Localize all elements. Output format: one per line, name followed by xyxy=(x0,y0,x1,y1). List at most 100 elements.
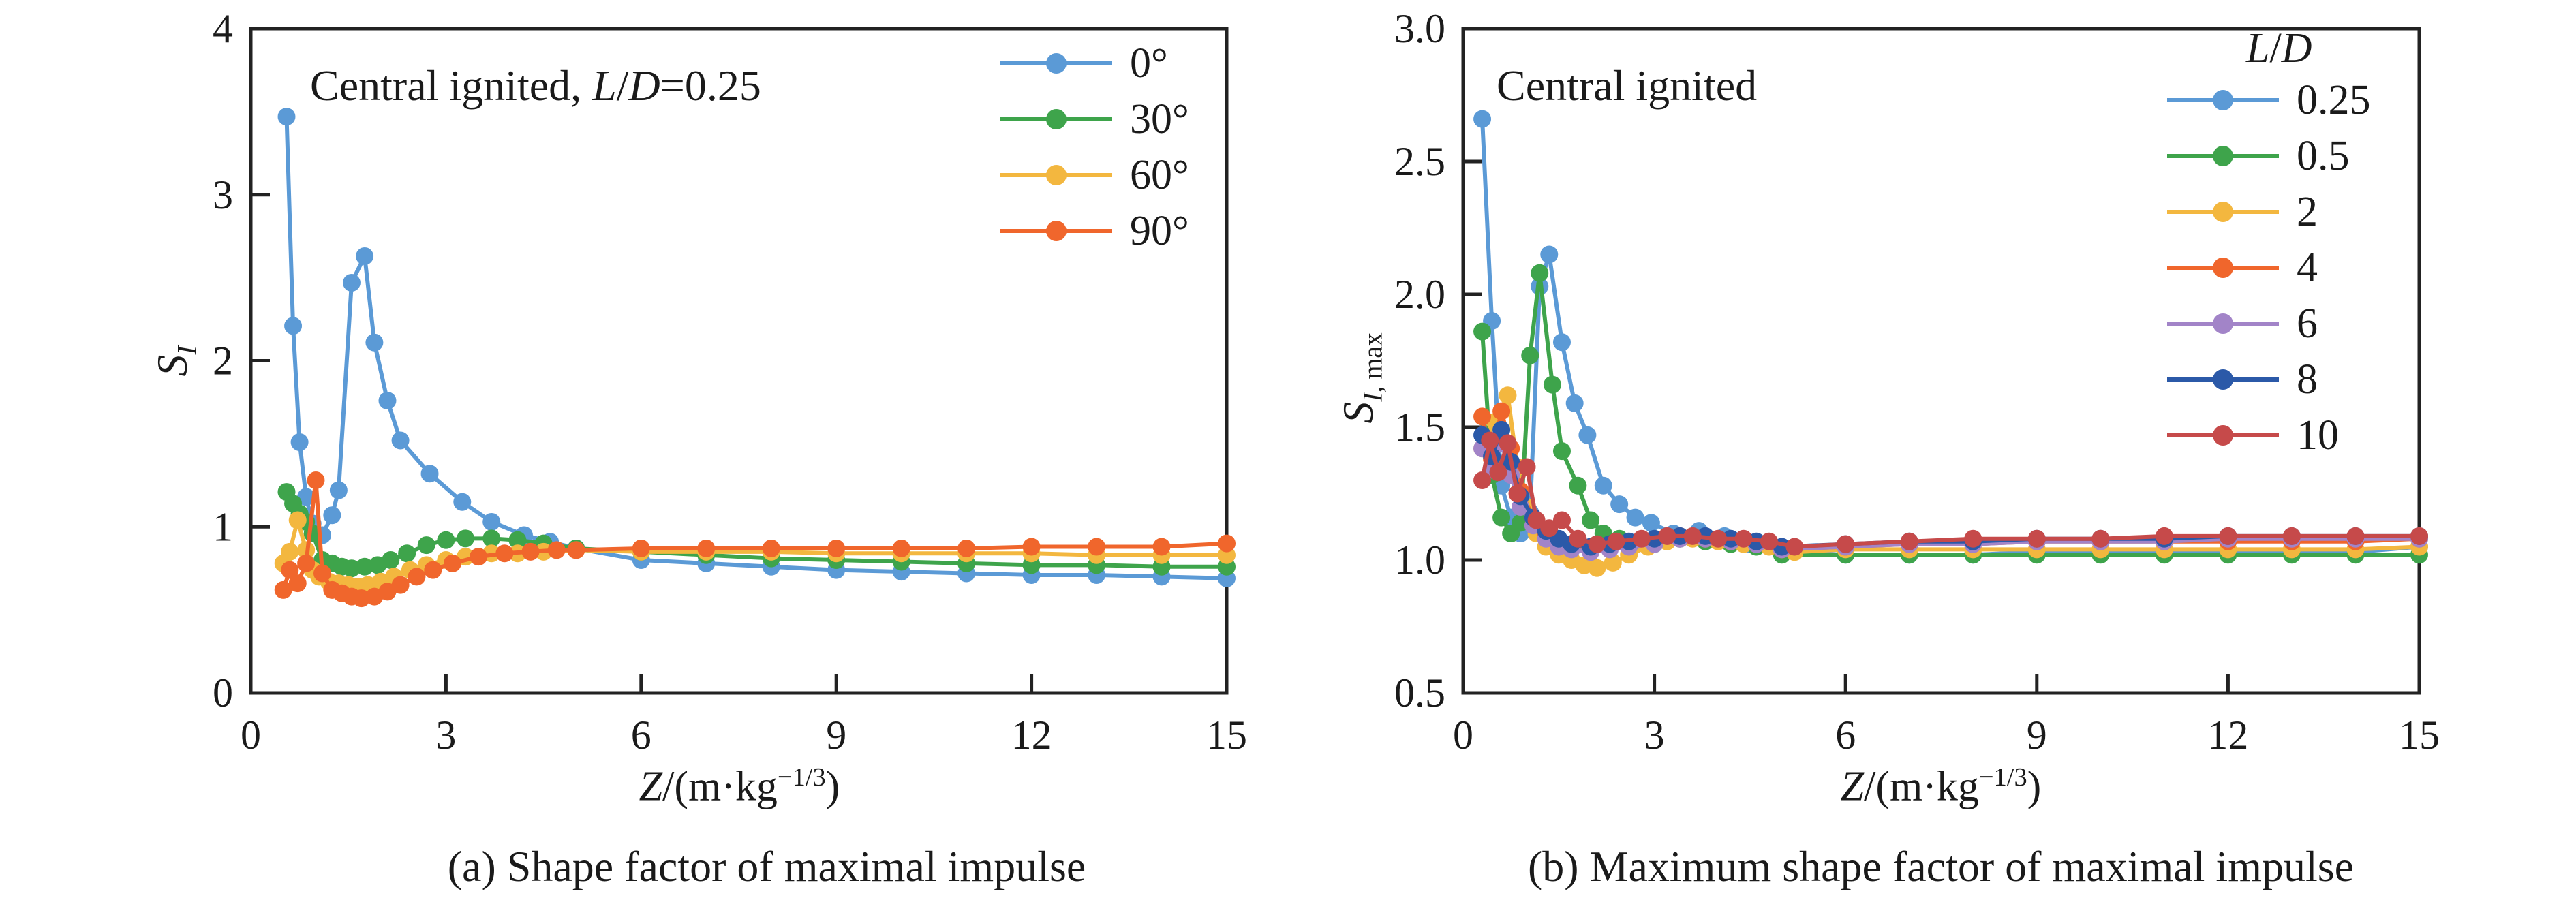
text-part: Central ignited xyxy=(1497,61,1758,110)
legend-line-swatch xyxy=(1000,165,1112,185)
panel-b-series-10 xyxy=(1473,431,2428,556)
data-point xyxy=(1152,538,1171,556)
legend-label: 0° xyxy=(1130,40,1168,87)
legend-item-2: 2 xyxy=(2167,184,2371,240)
data-point xyxy=(495,544,514,563)
text-part: /(m·kg xyxy=(662,763,778,810)
y-tick-label: 2.5 xyxy=(1394,139,1445,184)
data-point xyxy=(352,589,371,608)
data-point xyxy=(567,541,585,559)
panel-a-x-axis: 0 3 6 9 12 15 xyxy=(241,674,1247,758)
data-point xyxy=(2219,527,2237,545)
data-point xyxy=(1492,420,1511,439)
text-part: S xyxy=(147,354,196,377)
data-point xyxy=(420,465,439,483)
data-point xyxy=(470,548,488,566)
x-tick-label: 3 xyxy=(435,713,456,758)
legend-label: 8 xyxy=(2297,356,2318,403)
data-point xyxy=(1473,407,1492,426)
data-point xyxy=(2155,527,2173,545)
legend-item-10: 10 xyxy=(2167,407,2371,463)
x-tick-label: 6 xyxy=(631,713,651,758)
data-point xyxy=(1565,394,1584,412)
legend-line-swatch xyxy=(1000,221,1112,241)
data-point xyxy=(297,554,316,572)
data-point xyxy=(356,557,374,576)
text-part: I xyxy=(172,345,202,355)
data-point xyxy=(378,583,397,601)
data-point xyxy=(342,273,361,292)
legend-label: 60° xyxy=(1130,151,1189,198)
text-part: ) xyxy=(825,763,840,810)
text-part: Z xyxy=(639,763,663,810)
data-point xyxy=(1473,322,1492,341)
panel-b-legend: L / D 0.25 0.5 2 4 6 8 10 xyxy=(2167,25,2371,463)
legend-marker-dot xyxy=(2213,202,2233,222)
y-tick-label: 3 xyxy=(213,172,233,217)
data-point xyxy=(1610,495,1629,514)
legend-line-swatch xyxy=(2167,258,2279,278)
data-point xyxy=(1588,535,1606,553)
data-point xyxy=(762,539,780,557)
data-point xyxy=(288,574,307,593)
data-point xyxy=(1632,529,1651,548)
legend-label: 30° xyxy=(1130,95,1189,142)
data-point xyxy=(277,108,296,126)
data-point xyxy=(323,506,341,525)
text-part: D xyxy=(2281,25,2312,72)
y-tick-label: 2.0 xyxy=(1394,272,1445,317)
panel-a-series-90° xyxy=(274,471,1236,608)
data-point xyxy=(1900,532,1918,550)
legend-line-swatch xyxy=(2167,313,2279,334)
text-part: D xyxy=(628,61,660,110)
legend-marker-dot xyxy=(2213,90,2233,110)
panel-b: 0 3 6 9 12 15 0.5 1.0 1.5 2.0 2.5 3.0 xyxy=(1394,6,2440,758)
data-point xyxy=(1521,346,1539,364)
data-point xyxy=(1552,442,1571,461)
data-point xyxy=(1578,426,1597,444)
legend-line-swatch xyxy=(2167,369,2279,390)
text-part: Central ignited, xyxy=(310,61,593,110)
data-point xyxy=(827,539,846,557)
text-part: ) xyxy=(2027,763,2042,810)
data-point xyxy=(391,431,410,450)
legend-item-90°: 90° xyxy=(1000,203,1189,259)
legend-line-swatch xyxy=(2167,202,2279,222)
data-point xyxy=(521,542,540,561)
data-point xyxy=(2346,527,2365,545)
data-point xyxy=(453,493,472,511)
y-tick-label: 0.5 xyxy=(1394,670,1445,715)
x-tick-label: 15 xyxy=(1206,713,1247,758)
data-point xyxy=(1658,527,1676,545)
legend-marker-dot xyxy=(1046,109,1067,129)
data-point xyxy=(297,488,316,506)
legend-label: 90° xyxy=(1130,207,1189,254)
legend-title: L / D xyxy=(2246,25,2371,72)
data-point xyxy=(1760,532,1778,550)
data-point xyxy=(1508,484,1527,503)
data-point xyxy=(482,512,501,531)
data-point xyxy=(1734,529,1753,548)
text-part: L xyxy=(2246,25,2270,72)
data-point xyxy=(1088,538,1106,556)
data-point xyxy=(1527,511,1546,529)
data-point xyxy=(697,539,716,557)
data-point xyxy=(1499,386,1517,405)
data-point xyxy=(408,568,426,586)
data-point xyxy=(1964,529,1982,548)
y-tick-label: 1 xyxy=(213,504,233,549)
data-point xyxy=(1499,434,1517,452)
text-part: / xyxy=(616,61,629,110)
data-point xyxy=(1594,476,1612,495)
data-point xyxy=(1473,471,1492,489)
text-part: Z xyxy=(1840,763,1865,810)
panel-b-caption: (b) Maximum shape factor of maximal impu… xyxy=(1527,842,2355,890)
text-part: −1/3 xyxy=(777,763,826,792)
legend-marker-dot xyxy=(2213,146,2233,166)
x-tick-label: 12 xyxy=(2207,713,2248,758)
data-point xyxy=(1569,529,1587,548)
panel-a-caption: (a) Shape factor of maximal impulse xyxy=(447,842,1086,890)
legend-item-4: 4 xyxy=(2167,240,2371,296)
legend-line-swatch xyxy=(1000,109,1112,129)
data-point xyxy=(342,559,361,578)
